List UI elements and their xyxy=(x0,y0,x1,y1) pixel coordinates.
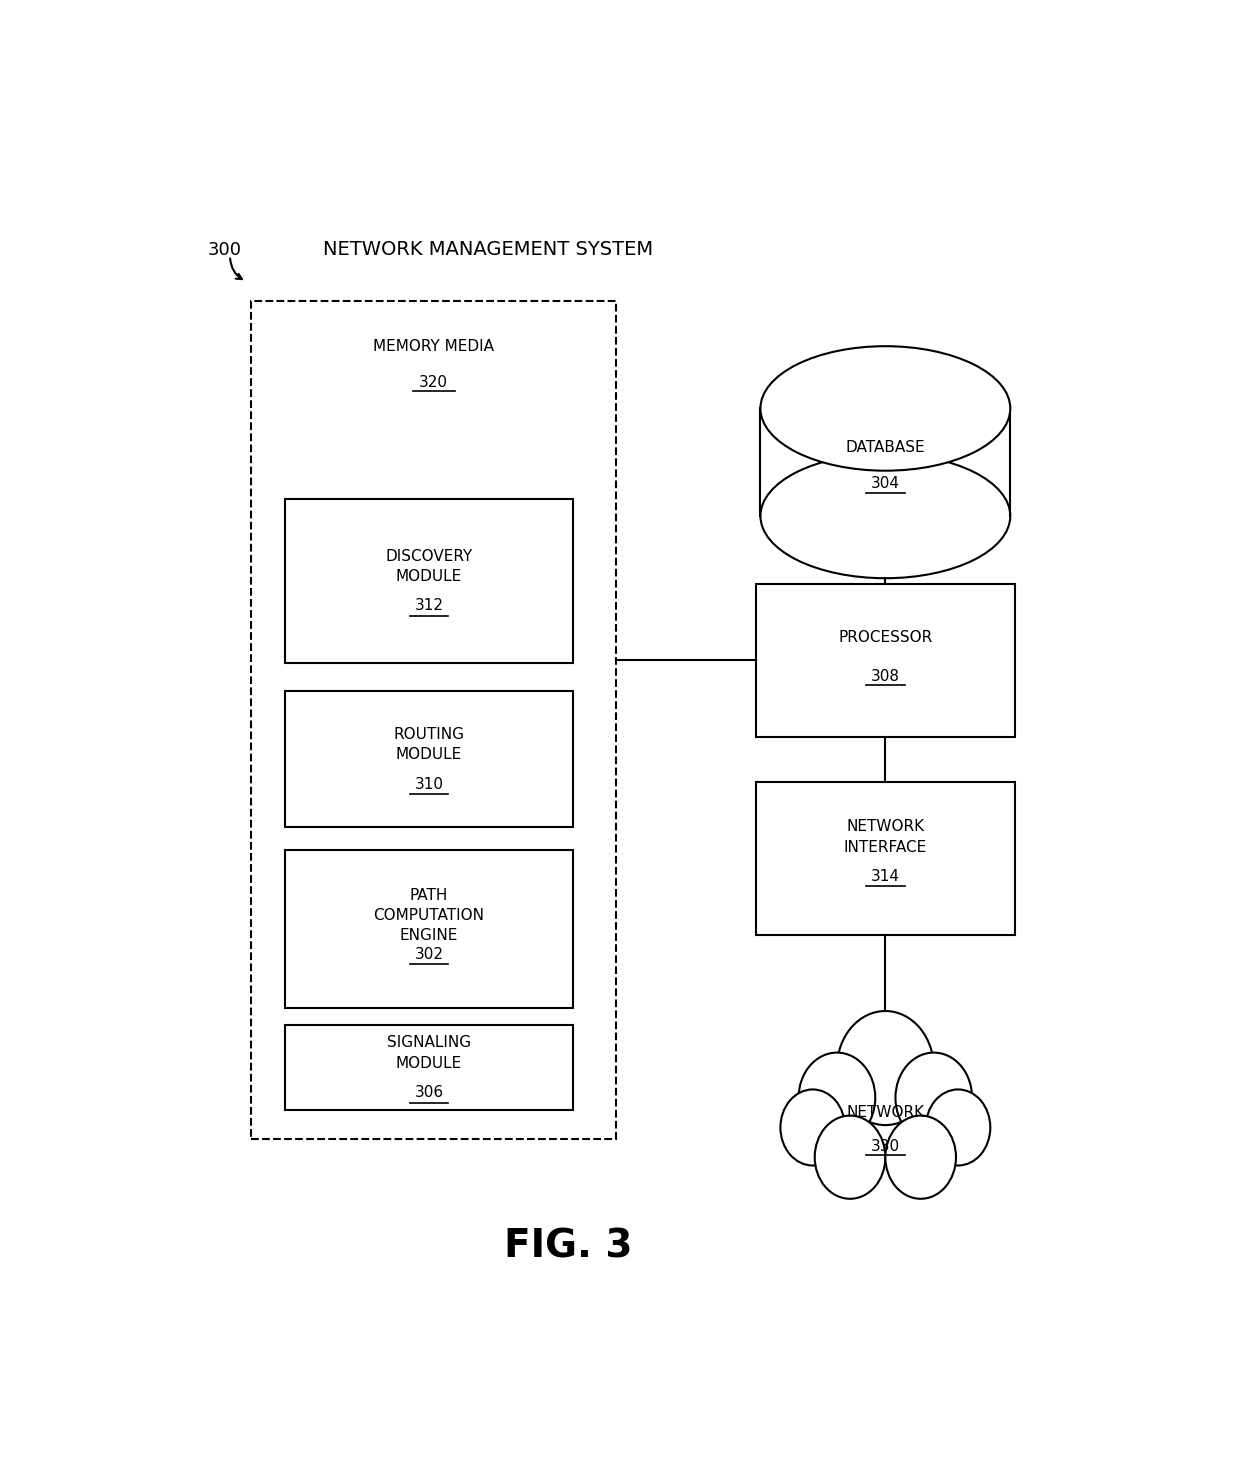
Text: 308: 308 xyxy=(870,669,900,684)
Text: INTERFACE: INTERFACE xyxy=(843,839,928,854)
Circle shape xyxy=(799,1053,875,1144)
FancyBboxPatch shape xyxy=(285,498,573,663)
Text: 302: 302 xyxy=(414,947,444,961)
FancyBboxPatch shape xyxy=(285,850,573,1008)
Text: 306: 306 xyxy=(414,1085,444,1100)
Text: ROUTING: ROUTING xyxy=(393,728,465,742)
Ellipse shape xyxy=(760,454,1011,578)
FancyBboxPatch shape xyxy=(250,301,616,1139)
Text: 314: 314 xyxy=(870,869,900,883)
Text: SIGNALING: SIGNALING xyxy=(387,1035,471,1051)
FancyBboxPatch shape xyxy=(285,1026,573,1110)
Text: 300: 300 xyxy=(208,241,242,259)
Text: FIG. 3: FIG. 3 xyxy=(503,1227,632,1266)
Circle shape xyxy=(885,1116,956,1200)
Text: NETWORK: NETWORK xyxy=(846,819,925,833)
FancyBboxPatch shape xyxy=(755,782,1016,935)
Polygon shape xyxy=(760,409,1011,516)
FancyBboxPatch shape xyxy=(755,584,1016,736)
Text: COMPUTATION: COMPUTATION xyxy=(373,908,485,923)
Circle shape xyxy=(926,1089,991,1166)
Text: 312: 312 xyxy=(414,598,444,613)
Text: DATABASE: DATABASE xyxy=(846,440,925,456)
Text: MODULE: MODULE xyxy=(396,747,463,763)
Text: 310: 310 xyxy=(414,776,444,792)
Text: 304: 304 xyxy=(870,476,900,491)
Text: 320: 320 xyxy=(419,375,448,390)
Text: MODULE: MODULE xyxy=(396,1055,463,1070)
Text: NETWORK MANAGEMENT SYSTEM: NETWORK MANAGEMENT SYSTEM xyxy=(324,241,653,260)
Text: DISCOVERY: DISCOVERY xyxy=(386,548,472,563)
Circle shape xyxy=(895,1053,972,1144)
Text: 330: 330 xyxy=(870,1139,900,1154)
Text: MEMORY MEDIA: MEMORY MEDIA xyxy=(373,338,495,354)
Circle shape xyxy=(780,1089,844,1166)
Text: PROCESSOR: PROCESSOR xyxy=(838,631,932,645)
FancyBboxPatch shape xyxy=(285,691,573,828)
Text: NETWORK: NETWORK xyxy=(846,1105,925,1120)
Circle shape xyxy=(837,1011,934,1125)
Text: ENGINE: ENGINE xyxy=(399,929,458,944)
Text: PATH: PATH xyxy=(409,888,448,903)
Text: MODULE: MODULE xyxy=(396,569,463,584)
Circle shape xyxy=(815,1116,885,1200)
Ellipse shape xyxy=(760,347,1011,470)
